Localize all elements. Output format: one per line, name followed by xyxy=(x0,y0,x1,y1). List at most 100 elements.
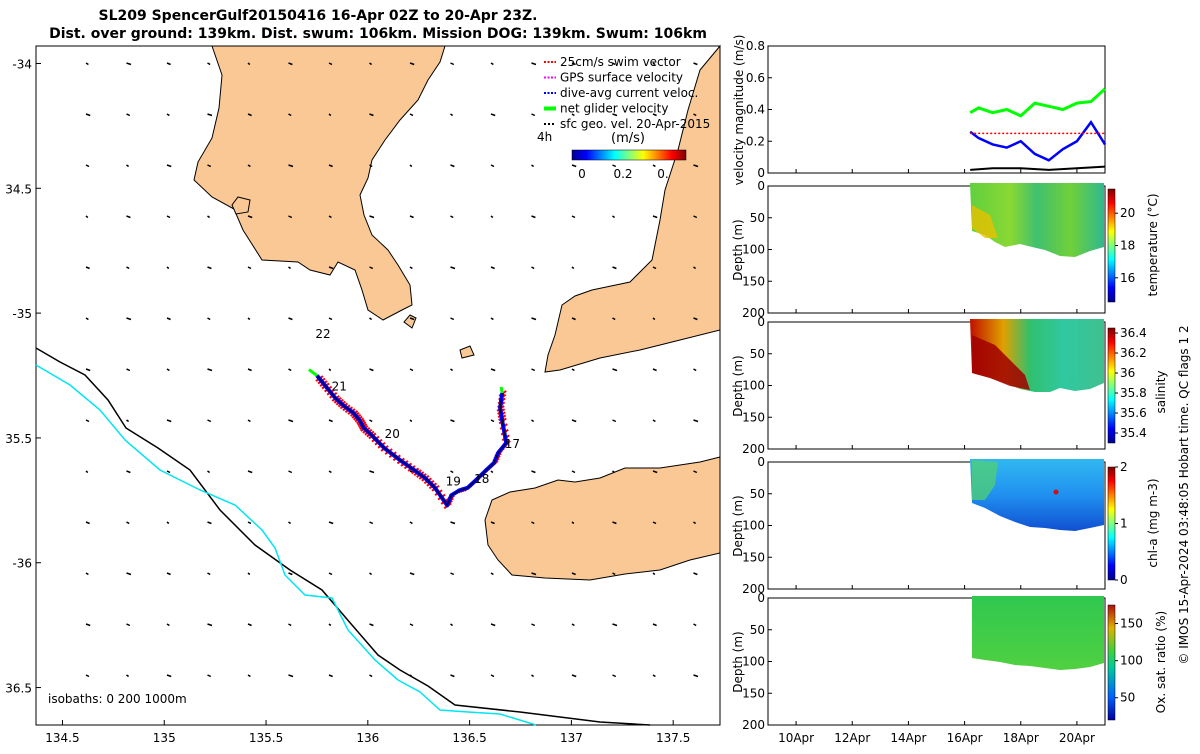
sfc-vector xyxy=(328,317,333,321)
sfc-vector xyxy=(652,266,657,270)
sfc-vector xyxy=(693,419,699,423)
sfc-vector xyxy=(207,164,212,168)
sfc-vector xyxy=(288,623,292,627)
sfc-vector xyxy=(85,470,89,474)
track-centerline xyxy=(316,375,507,507)
depth-tick-label: 100 xyxy=(742,655,765,669)
sfc-vector xyxy=(409,215,414,219)
sfc-vector xyxy=(652,419,656,423)
sfc-vector xyxy=(612,266,617,270)
velocity-ytick-label: 0.8 xyxy=(746,39,765,53)
sfc-vector xyxy=(450,674,455,678)
sfc-vector xyxy=(328,215,332,219)
map-ytick-label: 36.5 xyxy=(5,682,32,696)
sfc-vector xyxy=(409,164,413,168)
eyre-peninsula xyxy=(193,45,446,321)
time-tick-label: 16Apr xyxy=(947,731,983,745)
colorbar-tick-label: 16 xyxy=(1120,271,1135,285)
colorbar-tick-label: 1 xyxy=(1120,517,1128,531)
depth-tick-label: 200 xyxy=(742,582,765,596)
depth-tick-label: 0 xyxy=(757,455,765,469)
sfc-vector xyxy=(126,113,131,117)
colorbar-tick-label: 35.6 xyxy=(1120,406,1147,420)
sfc-vector xyxy=(247,266,252,270)
sfc-vector xyxy=(85,674,90,678)
legend-label: sfc geo. vel. 20-Apr-2015 xyxy=(560,117,710,131)
sfc-vector xyxy=(85,572,89,576)
sfc-vector xyxy=(369,572,373,576)
sfc-vector xyxy=(612,521,617,525)
sfc-vector xyxy=(85,623,91,627)
sfc-vector xyxy=(612,164,617,168)
sfc-vector xyxy=(409,317,415,321)
sfc-vector xyxy=(207,674,212,678)
sfc-vector xyxy=(328,674,333,678)
sfc-vector xyxy=(126,317,132,321)
sfc-vector xyxy=(207,623,213,627)
sfc-vector xyxy=(247,674,251,678)
sfc-vector xyxy=(693,164,699,168)
sfc-vector xyxy=(490,215,494,219)
day-label: 17 xyxy=(505,437,520,451)
sfc-vector xyxy=(126,368,131,372)
sfc-vector xyxy=(450,419,455,423)
sfc-vector xyxy=(571,113,575,117)
sfc-vector xyxy=(612,215,616,219)
sfc-vector xyxy=(450,113,454,117)
sfc-vector xyxy=(652,368,657,372)
sfc-vector xyxy=(85,368,91,372)
depth-tick-label: 0 xyxy=(757,591,765,605)
sfc-vector xyxy=(693,623,697,627)
depth-tick-label: 50 xyxy=(750,211,765,225)
depth-tick-label: 100 xyxy=(742,243,765,257)
sfc-vector xyxy=(693,62,698,66)
sfc-vector xyxy=(247,521,252,525)
depth-tick-label: 150 xyxy=(742,686,765,700)
sfc-vector xyxy=(490,164,495,168)
sfc-vector xyxy=(450,470,454,474)
sfc-vector xyxy=(409,521,413,525)
map-ytick-label: -35 xyxy=(12,307,32,321)
sfc-vector xyxy=(126,215,131,219)
legend-label: GPS surface velocity xyxy=(560,71,683,85)
sfc-vector xyxy=(693,215,698,219)
sfc-vector xyxy=(166,113,170,117)
colorbar-tick-2: 0. xyxy=(657,167,668,181)
sfc-vector xyxy=(571,215,576,219)
sfc-vector xyxy=(571,419,577,423)
title-line-1: SL209 SpencerGulf20150416 16-Apr 02Z to … xyxy=(98,8,537,24)
sfc-vector xyxy=(126,572,132,576)
sfc-vector xyxy=(328,266,334,270)
sfc-vector xyxy=(126,62,132,66)
sfc-vector xyxy=(328,572,333,576)
sfc-vector xyxy=(490,317,494,321)
sfc-vector xyxy=(166,470,171,474)
depth-tick-label: 50 xyxy=(750,623,765,637)
sfc-vector xyxy=(571,623,575,627)
depth-tick-label: 50 xyxy=(750,347,765,361)
day-label: 18 xyxy=(474,472,489,486)
sfc-vector xyxy=(126,674,130,678)
sfc-vector xyxy=(571,266,575,270)
sfc-vector xyxy=(166,164,172,168)
sfc-vector xyxy=(369,368,374,372)
depth-tick-label: 100 xyxy=(742,519,765,533)
salinity-colorbar xyxy=(1107,327,1116,444)
chla-cblabel: chl-a (mg m-3) xyxy=(1146,478,1160,567)
sfc-vector xyxy=(652,521,657,525)
depth-label: Depth (m) xyxy=(731,355,745,416)
sfc-vector xyxy=(126,266,130,270)
sfc-vector xyxy=(85,164,90,168)
sfc-vector xyxy=(450,164,455,168)
colorbar-tick-label: 0 xyxy=(1120,573,1128,587)
net-velocity-segment xyxy=(499,386,504,394)
map-xtick-label: 137.5 xyxy=(656,731,690,745)
sfc-vector xyxy=(693,368,697,372)
depth-tick-label: 200 xyxy=(742,442,765,456)
sfc-vector xyxy=(247,164,251,168)
sfc-vector xyxy=(531,113,536,117)
sfc-vector xyxy=(207,521,212,525)
sfc-vector xyxy=(207,470,211,474)
temperature-section xyxy=(970,183,1104,257)
